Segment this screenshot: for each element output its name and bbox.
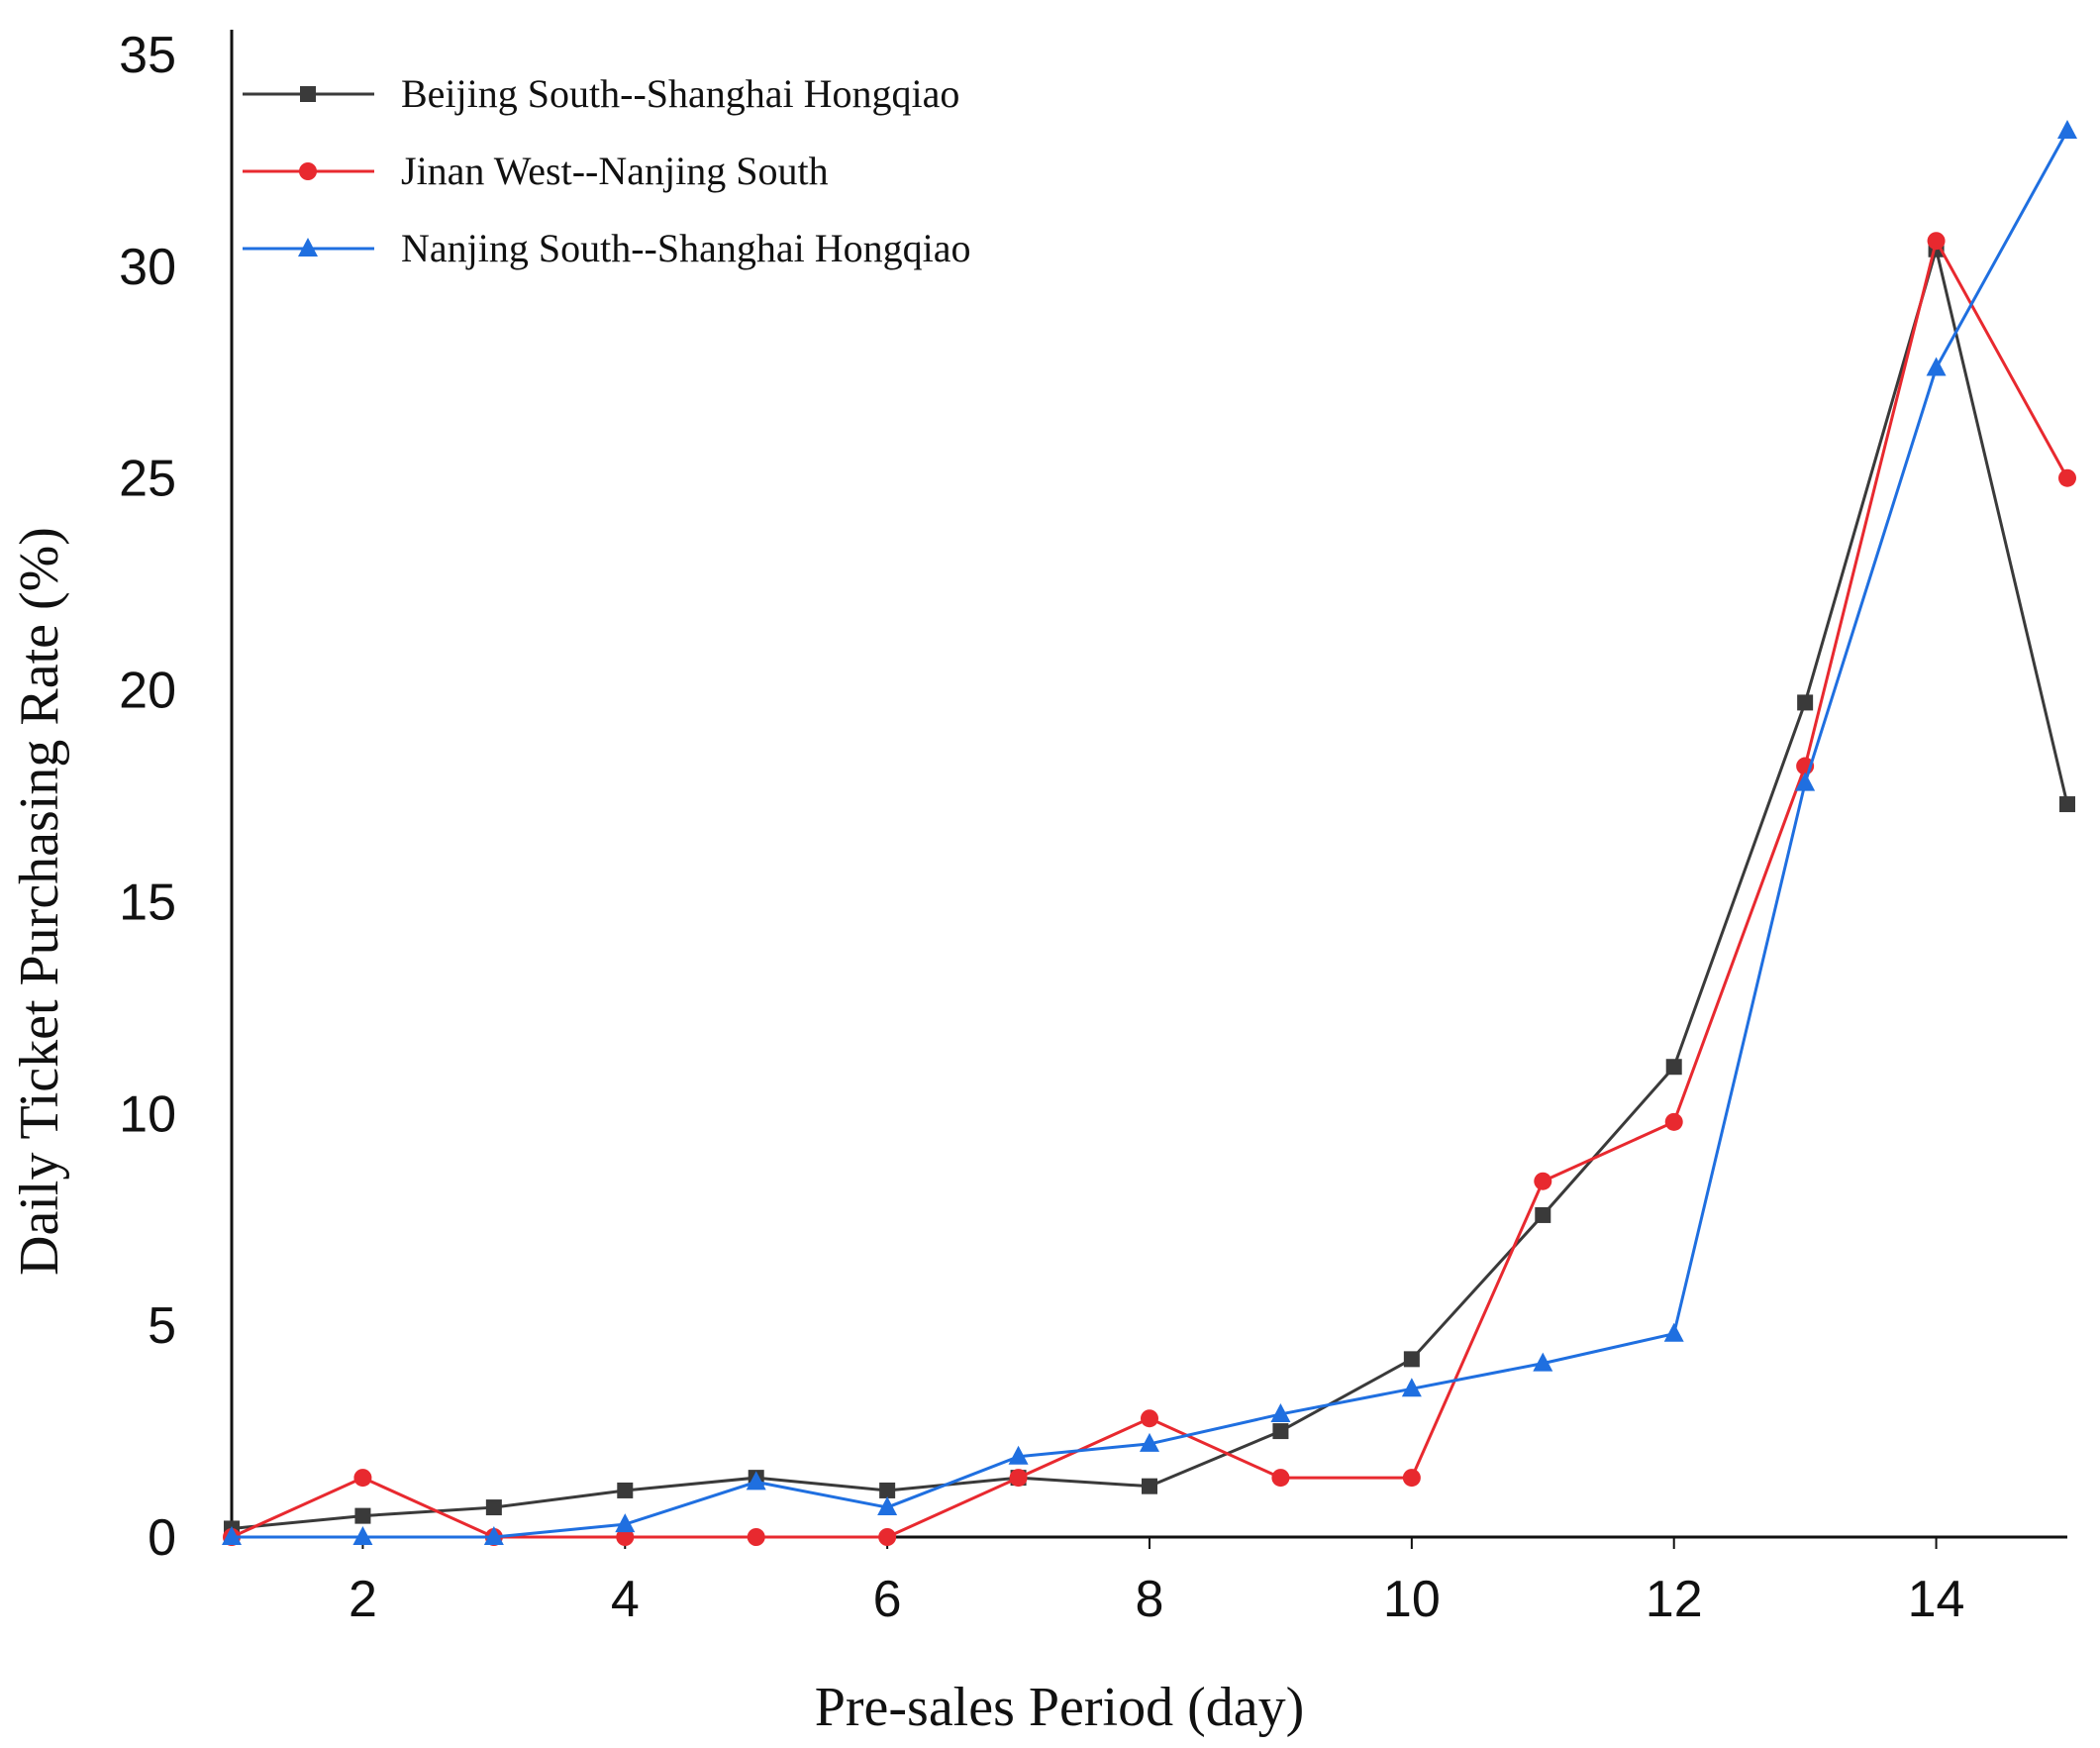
data-point-triangle	[298, 238, 318, 257]
data-point-square	[354, 1507, 371, 1524]
data-point-circle	[1927, 232, 1946, 251]
y-tick-label: 10	[119, 1085, 176, 1143]
x-tick-label: 2	[349, 1571, 377, 1628]
y-tick-label: 5	[148, 1297, 176, 1355]
x-tick-label: 8	[1136, 1571, 1164, 1628]
data-point-circle	[616, 1528, 635, 1546]
data-point-triangle	[1926, 357, 1947, 376]
data-point-circle	[1271, 1469, 1290, 1488]
data-point-triangle	[877, 1496, 898, 1516]
data-point-triangle	[615, 1513, 636, 1533]
data-point-square	[1535, 1206, 1551, 1223]
legend-label: Jinan West--Nanjing South	[401, 149, 829, 193]
y-tick-label: 0	[148, 1509, 176, 1567]
data-point-triangle	[1140, 1432, 1159, 1452]
data-point-triangle	[1663, 1322, 1684, 1342]
data-point-triangle	[1401, 1378, 1422, 1397]
y-tick-label: 30	[119, 239, 176, 296]
x-tick-label: 12	[1646, 1571, 1703, 1628]
legend-item: Nanjing South--Shanghai Hongqiao	[243, 226, 971, 270]
data-point-triangle	[1533, 1352, 1553, 1372]
data-point-triangle	[1008, 1445, 1029, 1465]
y-tick-label: 20	[119, 663, 176, 720]
series-3	[222, 119, 2077, 1545]
data-point-circle	[1141, 1409, 1158, 1428]
data-point-square	[1403, 1351, 1420, 1368]
y-tick-label: 15	[119, 874, 176, 931]
y-tick-label: 25	[119, 451, 176, 508]
data-point-triangle	[2057, 119, 2077, 139]
legend-label: Nanjing South--Shanghai Hongqiao	[401, 226, 971, 270]
data-point-square	[2059, 796, 2075, 813]
data-point-square	[1665, 1059, 1682, 1076]
y-axis-title: Daily Ticket Purchasing Rate (%)	[9, 527, 70, 1276]
legend: Beijing South--Shanghai Hongqiao Jinan We…	[243, 71, 971, 270]
series-2	[223, 232, 2076, 1546]
data-point-circle	[878, 1528, 897, 1546]
x-tick-label: 10	[1383, 1571, 1441, 1628]
data-point-triangle	[222, 1526, 242, 1545]
data-point-circle	[1534, 1172, 1552, 1190]
y-tick-label: 35	[119, 27, 176, 84]
data-point-triangle	[746, 1471, 766, 1491]
series-lines	[222, 119, 2077, 1546]
data-point-square	[300, 86, 316, 102]
series-line	[231, 248, 2069, 1530]
data-point-circle	[353, 1469, 372, 1488]
data-point-square	[879, 1482, 896, 1498]
data-point-circle	[1402, 1469, 1421, 1488]
legend-item: Jinan West--Nanjing South	[243, 149, 829, 193]
series-1	[224, 241, 2075, 1537]
x-tick-label: 14	[1908, 1571, 1965, 1628]
data-point-square	[1797, 694, 1814, 711]
data-point-circle	[1009, 1469, 1028, 1488]
data-point-circle	[2058, 468, 2076, 487]
legend-item: Beijing South--Shanghai Hongqiao	[243, 71, 959, 116]
series-line	[232, 130, 2069, 1539]
data-point-square	[617, 1482, 634, 1498]
series-line	[231, 239, 2069, 1539]
data-point-triangle	[483, 1526, 504, 1545]
x-axis-title: Pre-sales Period (day)	[815, 1677, 1305, 1738]
x-tick-label: 6	[873, 1571, 902, 1628]
data-point-square	[1272, 1423, 1289, 1440]
data-point-circle	[299, 162, 317, 180]
data-point-triangle	[352, 1526, 373, 1545]
data-point-circle	[747, 1528, 765, 1546]
data-point-triangle	[1270, 1402, 1291, 1422]
data-point-triangle	[1795, 771, 1816, 791]
x-tick-label: 4	[611, 1571, 640, 1628]
data-point-circle	[1664, 1112, 1683, 1131]
legend-label: Beijing South--Shanghai Hongqiao	[401, 71, 959, 116]
data-point-square	[485, 1499, 502, 1516]
axes: 2 4 6 8 10 12 14 0 5 10 15 20 25 30 35	[119, 27, 2067, 1628]
data-point-square	[1142, 1478, 1157, 1494]
